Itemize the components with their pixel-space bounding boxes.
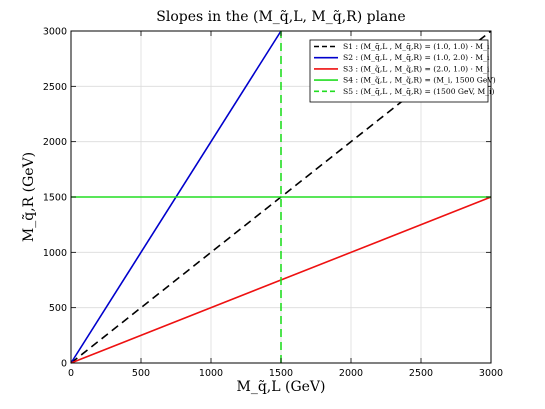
y-tick-label: 500 (49, 303, 67, 314)
y-tick-label: 1500 (43, 193, 67, 204)
x-tick-label: 1000 (199, 368, 223, 379)
legend-box (309, 39, 489, 103)
y-axis-label: M_q̃,R (GeV) (21, 152, 37, 242)
x-tick-label: 500 (132, 368, 150, 379)
legend: S1 : (M_q̃,L , M_q̃,R) = (1.0, 1.0) · M_… (309, 39, 496, 103)
x-tick-label: 2500 (409, 368, 433, 379)
y-tick-label: 1000 (43, 248, 67, 259)
x-tick-label: 0 (68, 368, 74, 379)
ticks: 0 500 1000 1500 2000 2500 3000 0 500 1000 1500 2000… (43, 27, 503, 380)
x-tick-label: 3000 (479, 368, 503, 379)
legend-label-2: S2 : (M_q̃,L , M_q̃,R) = (1.0, 2.0) · M_… (343, 53, 490, 62)
chart-title: Slopes in the (M_q̃,L, M_q̃,R) plane (156, 9, 405, 25)
legend-label-3: S3 : (M_q̃,L , M_q̃,R) = (2.0, 1.0) · M_… (343, 64, 490, 73)
x-tick-label: 2000 (339, 368, 363, 379)
x-tick-label: 1500 (269, 368, 293, 379)
y-tick-label: 0 (61, 359, 67, 370)
legend-label-1: S1 : (M_q̃,L , M_q̃,R) = (1.0, 1.0) · M_… (343, 42, 490, 51)
legend-label-5: S5 : (M_q̃,L , M_q̃,R) = (1500 GeV, M_i) (343, 87, 494, 96)
x-axis-label: M_q̃,L (GeV) (237, 379, 326, 395)
legend-label-4: S4 : (M_q̃,L , M_q̃,R) = (M_i, 1500 GeV) (343, 76, 496, 85)
y-tick-label: 3000 (43, 27, 67, 38)
y-tick-label: 2500 (43, 82, 67, 93)
y-tick-label: 2000 (43, 137, 67, 148)
